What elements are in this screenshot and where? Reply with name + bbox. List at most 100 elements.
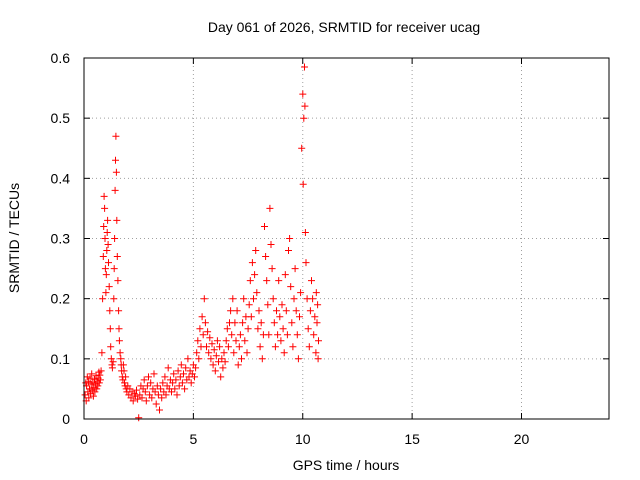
data-point — [100, 253, 107, 260]
data-point — [309, 295, 316, 302]
data-point — [172, 376, 179, 383]
y-tick-label: 0.4 — [51, 170, 71, 186]
y-tick-label: 0.3 — [51, 231, 71, 247]
data-point — [203, 343, 210, 350]
y-tick-label: 0.1 — [51, 351, 71, 367]
data-point — [271, 319, 278, 326]
data-point — [102, 265, 109, 272]
data-point — [228, 331, 235, 338]
data-point — [251, 271, 258, 278]
data-point — [105, 241, 112, 248]
data-point — [100, 223, 107, 230]
data-point — [221, 349, 228, 356]
data-point — [249, 259, 256, 266]
data-point — [188, 379, 195, 386]
data-point — [280, 325, 287, 332]
data-point — [263, 277, 270, 284]
data-point — [246, 301, 253, 308]
data-point — [266, 205, 273, 212]
data-point — [310, 331, 317, 338]
data-point — [112, 187, 119, 194]
x-tick-label: 10 — [295, 431, 311, 447]
data-point — [299, 91, 306, 98]
plot-frame — [84, 58, 609, 419]
scatter-chart: 00.10.20.30.40.50.6 0 5 10 15 20 Day 061 of … — [0, 0, 640, 480]
data-point — [213, 352, 220, 359]
data-point — [238, 355, 245, 362]
data-point — [103, 247, 110, 254]
data-point — [223, 337, 230, 344]
data-point — [117, 355, 124, 362]
data-point — [244, 349, 251, 356]
data-point — [300, 115, 307, 122]
data-point — [209, 340, 216, 347]
data-point — [182, 364, 189, 371]
data-point — [315, 337, 322, 344]
data-point — [141, 376, 148, 383]
data-point — [158, 394, 165, 401]
data-point — [211, 346, 218, 353]
data-point — [294, 331, 301, 338]
data-point — [218, 355, 225, 362]
data-point — [287, 283, 294, 290]
data-point — [282, 271, 289, 278]
data-point — [314, 319, 321, 326]
data-point — [110, 295, 117, 302]
data-point — [311, 313, 318, 320]
data-point — [144, 382, 151, 389]
x-tick-labels: 0 5 10 15 20 — [80, 431, 529, 447]
data-point — [110, 358, 117, 365]
y-tick-label: 0.5 — [51, 110, 71, 126]
data-point — [101, 205, 108, 212]
data-point — [179, 379, 186, 386]
data-point — [202, 319, 209, 326]
data-point — [102, 235, 109, 242]
data-point — [256, 307, 263, 314]
data-point — [303, 259, 310, 266]
data-point — [285, 247, 292, 254]
data-point — [314, 301, 321, 308]
data-point — [135, 414, 142, 421]
data-point — [147, 379, 154, 386]
data-point — [291, 295, 298, 302]
data-point — [292, 265, 299, 272]
data-point — [201, 295, 208, 302]
y-tick-label: 0.6 — [51, 50, 71, 66]
data-point — [98, 349, 105, 356]
data-point — [273, 307, 280, 314]
data-point — [259, 355, 266, 362]
data-point — [171, 385, 178, 392]
data-point — [270, 295, 277, 302]
data-point — [156, 407, 163, 414]
data-point — [279, 301, 286, 308]
y-tick-label: 0.2 — [51, 291, 71, 307]
axis-ticks — [84, 58, 609, 419]
data-point — [216, 343, 223, 350]
data-point — [154, 382, 161, 389]
data-point — [253, 289, 260, 296]
data-point — [222, 358, 229, 365]
data-point — [233, 337, 240, 344]
data-point — [175, 367, 182, 374]
y-tick-labels: 0 0.1 0.2 0.3 0.4 0.5 0.6 — [51, 50, 71, 427]
data-point — [296, 313, 303, 320]
data-point — [301, 64, 308, 71]
data-point — [241, 337, 248, 344]
data-point — [215, 358, 222, 365]
data-point — [145, 373, 152, 380]
data-point — [289, 343, 296, 350]
data-point — [121, 379, 128, 386]
data-point — [116, 337, 123, 344]
data-point — [234, 307, 241, 314]
data-point — [111, 265, 118, 272]
data-point — [217, 373, 224, 380]
data-point — [106, 283, 113, 290]
data-point — [195, 355, 202, 362]
data-point — [109, 364, 116, 371]
data-point — [107, 325, 114, 332]
data-point — [281, 349, 288, 356]
data-point — [210, 361, 217, 368]
data-point — [102, 289, 109, 296]
data-point — [276, 313, 283, 320]
data-point — [114, 277, 121, 284]
